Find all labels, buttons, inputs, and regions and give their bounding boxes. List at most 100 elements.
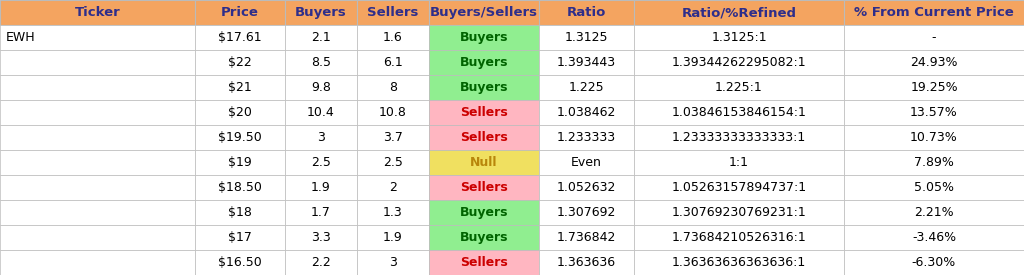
Bar [429, 125, 539, 150]
Bar [539, 175, 634, 200]
Bar [634, 250, 844, 275]
Bar [285, 225, 357, 250]
Text: 3.7: 3.7 [383, 131, 402, 144]
Text: $16.50: $16.50 [218, 256, 262, 269]
Text: Buyers: Buyers [460, 56, 508, 69]
Text: 1.23333333333333:1: 1.23333333333333:1 [672, 131, 806, 144]
Text: $19: $19 [228, 156, 252, 169]
Bar [0, 50, 195, 75]
Text: 2.5: 2.5 [311, 156, 331, 169]
Bar [634, 225, 844, 250]
Bar [285, 50, 357, 75]
Text: Even: Even [571, 156, 602, 169]
Bar [357, 175, 429, 200]
Text: 8.5: 8.5 [311, 56, 331, 69]
Text: 1.30769230769231:1: 1.30769230769231:1 [672, 206, 806, 219]
Text: $17.61: $17.61 [218, 31, 262, 44]
Bar [634, 25, 844, 50]
Text: 7.89%: 7.89% [914, 156, 954, 169]
Text: -: - [932, 31, 936, 44]
Text: 1.233333: 1.233333 [557, 131, 616, 144]
Text: 1.736842: 1.736842 [557, 231, 616, 244]
Bar [195, 50, 285, 75]
Bar [0, 0, 195, 25]
Bar [634, 50, 844, 75]
Bar [429, 50, 539, 75]
Bar [429, 75, 539, 100]
Text: 10.4: 10.4 [307, 106, 335, 119]
Bar [357, 25, 429, 50]
Bar [285, 175, 357, 200]
Bar [429, 200, 539, 225]
Text: 1.3: 1.3 [383, 206, 402, 219]
Text: $22: $22 [228, 56, 252, 69]
Bar [357, 150, 429, 175]
Text: 1.39344262295082:1: 1.39344262295082:1 [672, 56, 806, 69]
Text: 10.73%: 10.73% [910, 131, 957, 144]
Text: Buyers: Buyers [460, 206, 508, 219]
Bar [634, 200, 844, 225]
Text: 6.1: 6.1 [383, 56, 402, 69]
Bar [539, 75, 634, 100]
Text: 2.1: 2.1 [311, 31, 331, 44]
Bar [844, 150, 1024, 175]
Text: 1.3125:1: 1.3125:1 [712, 31, 767, 44]
Text: 2.2: 2.2 [311, 256, 331, 269]
Text: 1.9: 1.9 [311, 181, 331, 194]
Bar [195, 125, 285, 150]
Bar [539, 150, 634, 175]
Bar [357, 100, 429, 125]
Text: 1.36363636363636:1: 1.36363636363636:1 [672, 256, 806, 269]
Bar [0, 25, 195, 50]
Text: Sellers: Sellers [460, 106, 508, 119]
Text: 1.307692: 1.307692 [557, 206, 616, 219]
Bar [0, 100, 195, 125]
Text: 1.7: 1.7 [311, 206, 331, 219]
Text: 8: 8 [389, 81, 397, 94]
Text: 1:1: 1:1 [729, 156, 749, 169]
Text: 19.25%: 19.25% [910, 81, 957, 94]
Bar [285, 0, 357, 25]
Text: -3.46%: -3.46% [912, 231, 956, 244]
Text: Sellers: Sellers [460, 181, 508, 194]
Bar [634, 0, 844, 25]
Bar [844, 75, 1024, 100]
Text: EWH: EWH [6, 31, 36, 44]
Text: $18.50: $18.50 [218, 181, 262, 194]
Bar [844, 200, 1024, 225]
Bar [195, 250, 285, 275]
Text: 1.225: 1.225 [568, 81, 604, 94]
Bar [0, 75, 195, 100]
Text: $21: $21 [228, 81, 252, 94]
Text: Sellers: Sellers [460, 131, 508, 144]
Text: 1.225:1: 1.225:1 [715, 81, 763, 94]
Bar [844, 25, 1024, 50]
Bar [357, 250, 429, 275]
Bar [0, 150, 195, 175]
Text: 13.57%: 13.57% [910, 106, 957, 119]
Bar [634, 150, 844, 175]
Text: 3.3: 3.3 [311, 231, 331, 244]
Bar [357, 50, 429, 75]
Text: 1.9: 1.9 [383, 231, 402, 244]
Bar [195, 100, 285, 125]
Bar [429, 150, 539, 175]
Bar [0, 200, 195, 225]
Bar [0, 250, 195, 275]
Text: % From Current Price: % From Current Price [854, 6, 1014, 19]
Bar [634, 125, 844, 150]
Text: 1.03846153846154:1: 1.03846153846154:1 [672, 106, 807, 119]
Text: Ratio: Ratio [567, 6, 606, 19]
Bar [357, 75, 429, 100]
Text: 2.21%: 2.21% [914, 206, 953, 219]
Bar [285, 150, 357, 175]
Text: 1.3125: 1.3125 [565, 31, 608, 44]
Bar [0, 125, 195, 150]
Text: $17: $17 [228, 231, 252, 244]
Text: 2.5: 2.5 [383, 156, 402, 169]
Text: Sellers: Sellers [368, 6, 419, 19]
Text: $18: $18 [228, 206, 252, 219]
Bar [539, 50, 634, 75]
Bar [195, 225, 285, 250]
Bar [285, 100, 357, 125]
